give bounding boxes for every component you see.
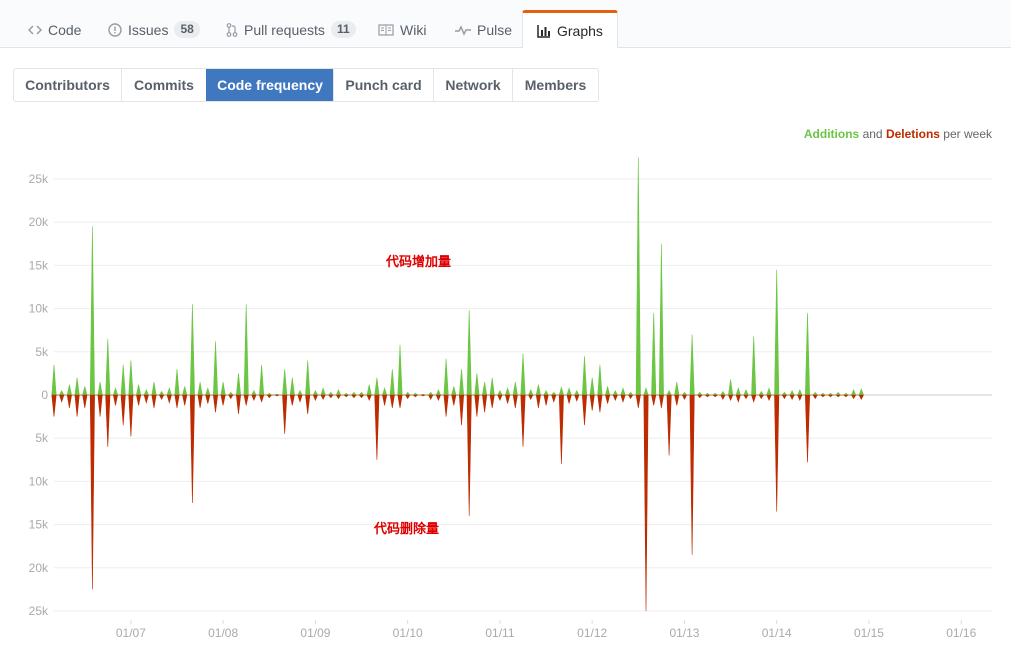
y-tick-label: 25k xyxy=(29,172,49,186)
x-tick-label: 01/10 xyxy=(393,626,423,640)
issues-counter: 58 xyxy=(174,21,200,38)
tab-pull-requests[interactable]: Pull requests 11 xyxy=(212,11,370,48)
x-tick-label: 01/15 xyxy=(854,626,884,640)
deletions-series-area xyxy=(51,394,864,612)
y-tick-label: 5k xyxy=(35,431,49,445)
pulse-icon xyxy=(455,24,471,36)
subnav-members[interactable]: Members xyxy=(512,69,598,101)
tab-graphs[interactable]: Graphs xyxy=(522,10,618,49)
x-tick-label: 01/08 xyxy=(208,626,238,640)
chart-legend: Additions and Deletions per week xyxy=(804,127,992,141)
subnav-network[interactable]: Network xyxy=(433,69,512,101)
y-tick-label: 15k xyxy=(29,518,49,532)
legend-deletions: Deletions xyxy=(885,127,940,141)
y-tick-label: 10k xyxy=(29,302,49,316)
y-tick-label: 10k xyxy=(29,474,49,488)
tab-wiki[interactable]: Wiki xyxy=(364,11,440,48)
deletions-annotation: 代码删除量 xyxy=(374,522,440,537)
x-tick-label: 01/07 xyxy=(116,626,146,640)
subnav-commits[interactable]: Commits xyxy=(121,69,206,101)
y-tick-label: 0 xyxy=(41,388,48,402)
x-tick-label: 01/11 xyxy=(485,626,514,640)
graphs-subnav: Contributors Commits Code frequency Punc… xyxy=(13,68,599,102)
tab-code-label: Code xyxy=(48,21,82,38)
code-icon xyxy=(28,24,42,36)
tab-graphs-label: Graphs xyxy=(557,22,603,39)
subnav-punch-card[interactable]: Punch card xyxy=(333,69,433,101)
repo-nav: Code Issues 58 Pull requests 11 Wiki Pul… xyxy=(0,0,1011,49)
y-tick-label: 5k xyxy=(35,345,49,359)
issue-icon xyxy=(108,22,122,37)
y-tick-label: 20k xyxy=(29,215,49,229)
x-tick-label: 01/16 xyxy=(946,626,976,640)
x-tick-label: 01/13 xyxy=(669,626,699,640)
tab-code[interactable]: Code xyxy=(14,11,95,48)
x-tick-label: 01/14 xyxy=(762,626,792,640)
legend-additions: Additions xyxy=(803,127,860,141)
legend-and: and xyxy=(862,127,883,141)
subnav-code-frequency[interactable]: Code frequency xyxy=(206,69,333,101)
additions-annotation: 代码增加量 xyxy=(386,255,452,270)
code-frequency-chart: 25k 20k 15k 10k 5k 0 5k 10k 15k 20k 25k 01/07 01/08 0… xyxy=(29,157,992,640)
graph-icon xyxy=(537,24,551,38)
y-tick-label: 25k xyxy=(29,604,49,618)
pull-requests-counter: 11 xyxy=(330,21,356,38)
tab-issues-label: Issues xyxy=(128,21,169,38)
tab-pulse[interactable]: Pulse xyxy=(441,11,526,48)
pull-request-icon xyxy=(226,22,238,37)
book-icon xyxy=(378,23,394,36)
tab-issues[interactable]: Issues 58 xyxy=(94,11,214,48)
x-tick-label: 01/09 xyxy=(300,626,330,640)
y-tick-label: 15k xyxy=(29,258,49,272)
x-tick-label: 01/12 xyxy=(577,626,607,640)
tab-pull-requests-label: Pull requests xyxy=(244,21,325,38)
y-tick-label: 20k xyxy=(29,561,49,575)
tab-pulse-label: Pulse xyxy=(477,21,513,38)
additions-series-area xyxy=(51,157,864,396)
legend-suffix: per week xyxy=(943,127,992,141)
tab-wiki-label: Wiki xyxy=(400,21,427,38)
subnav-contributors[interactable]: Contributors xyxy=(25,77,110,93)
